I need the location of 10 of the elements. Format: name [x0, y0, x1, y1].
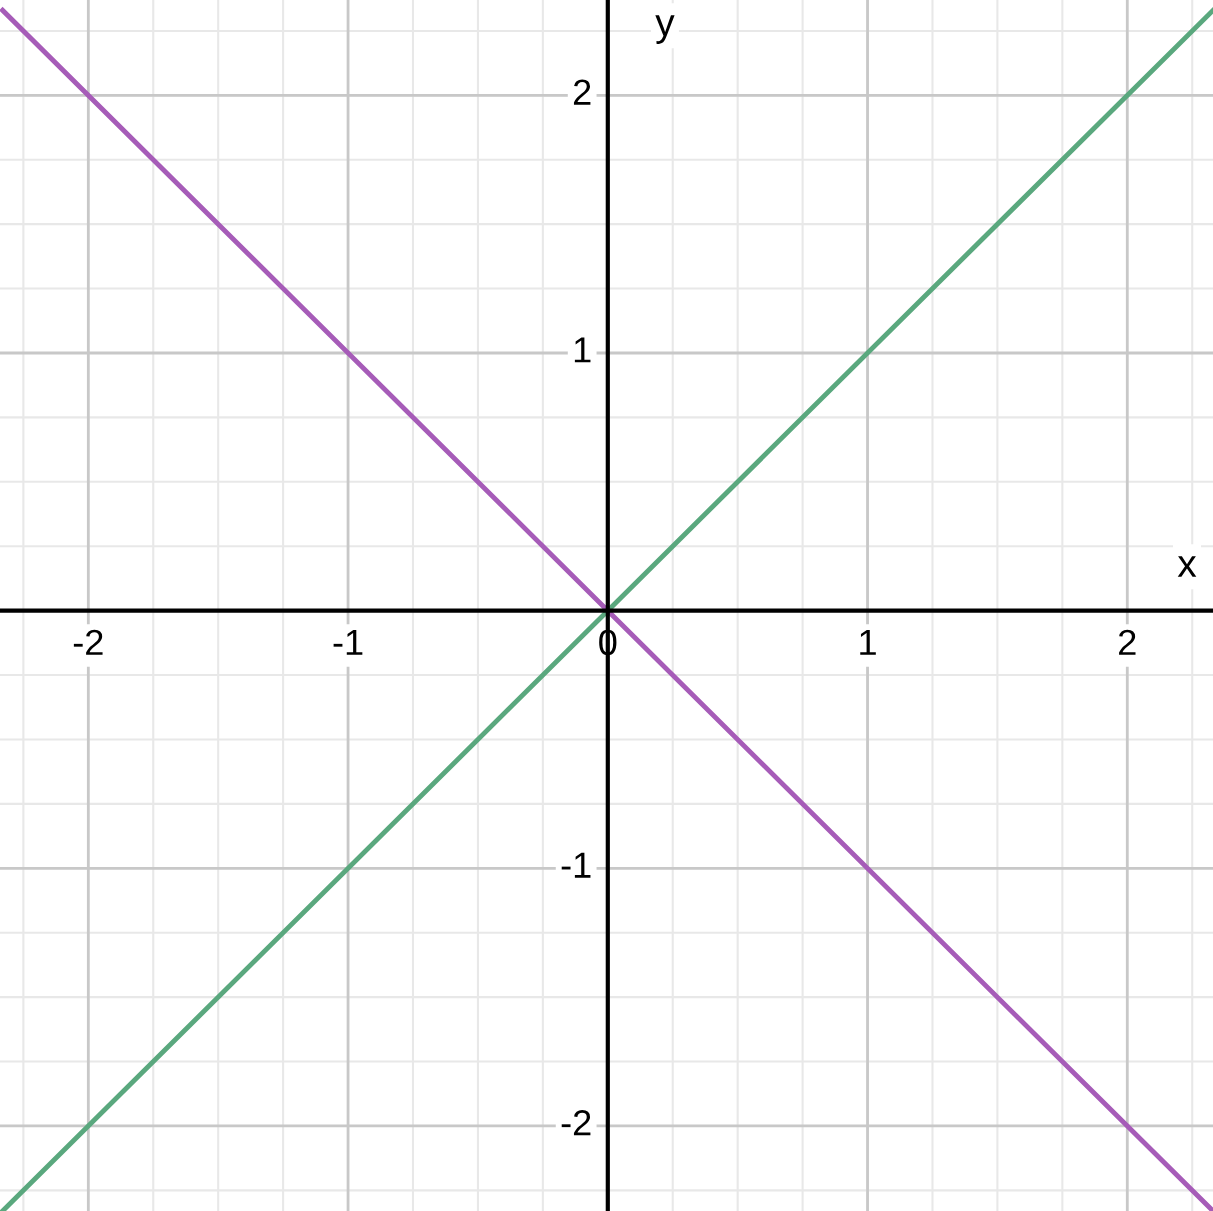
y-tick-label: -2 — [561, 1110, 591, 1136]
x-tick-label: 2 — [1119, 629, 1136, 655]
x-axis-title: x — [1177, 556, 1197, 577]
x-tick-label: -1 — [333, 630, 363, 655]
y-tick-label: 1 — [574, 337, 591, 363]
y-tick-label: -1 — [561, 852, 591, 878]
x-tick-label: 1 — [860, 630, 876, 655]
y-axis-title: y — [655, 15, 675, 44]
y-tick-label: 2 — [573, 79, 591, 105]
x-tick-label: -2 — [73, 629, 103, 655]
